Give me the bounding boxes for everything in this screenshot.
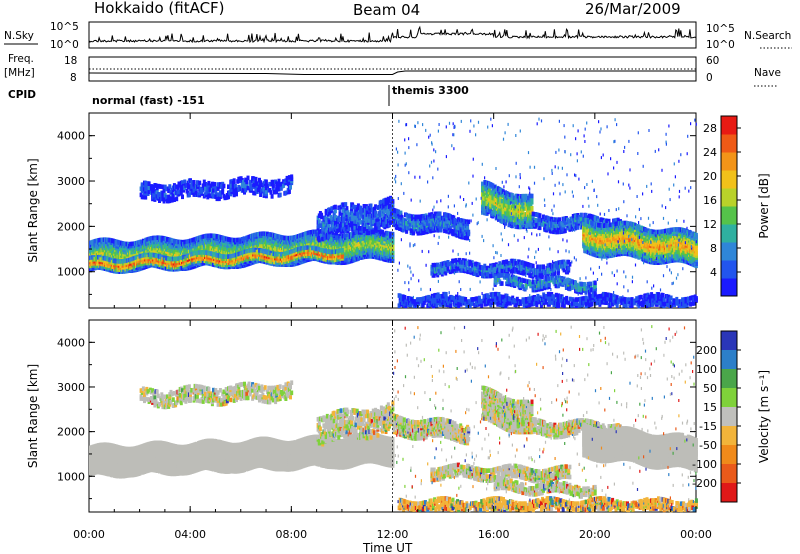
date-title: 26/Mar/2009 [585,0,681,18]
noise-tick-right-bottom: 10^0 [706,39,735,51]
station-title: Hokkaido (fitACF) [94,0,225,17]
freq-label: Freq. [8,53,34,65]
nave-tick-bottom: 0 [706,72,713,84]
nsky-label: N.Sky [4,30,34,42]
freq-trace [89,71,696,75]
scatter-cell [213,182,216,187]
scatter-cell [247,176,250,181]
scatter-cell [175,197,178,202]
nave-label: Nave [754,67,781,79]
scatter-cell [181,195,184,200]
scatter-cell [193,180,196,185]
noise-strip: N.Sky 10^5 10^0 10^5 10^0 N.Search [4,21,792,51]
nsearch-label: N.Search [744,30,791,42]
noise-tick-left-bottom: 10^0 [50,39,79,51]
freq-tick-top: 18 [64,55,77,67]
beam-title: Beam 04 [353,1,420,19]
cpid-strip: CPID normal (fast) -151 themis 3300 [8,84,469,107]
cpid-label: CPID [8,89,36,101]
cpid-mode-1: normal (fast) -151 [92,94,205,107]
scatter-cell [233,178,236,183]
noise-tick-right-top: 10^5 [706,23,735,35]
scatter-cell [198,181,201,186]
scatter-cell [245,180,248,185]
freq-strip: Freq. [MHz] 18 8 60 0 Nave [4,53,781,86]
scatter-cell [222,184,225,189]
nave-tick-top: 60 [706,55,719,67]
noise-trace [89,27,696,44]
freq-tick-bottom: 8 [70,72,77,84]
cpid-mode-2: themis 3300 [392,84,469,97]
noise-tick-left-top: 10^5 [50,21,79,33]
scatter-cell [341,248,344,253]
scatter-cell [235,192,238,197]
freq-unit-label: [MHz] [4,67,35,79]
